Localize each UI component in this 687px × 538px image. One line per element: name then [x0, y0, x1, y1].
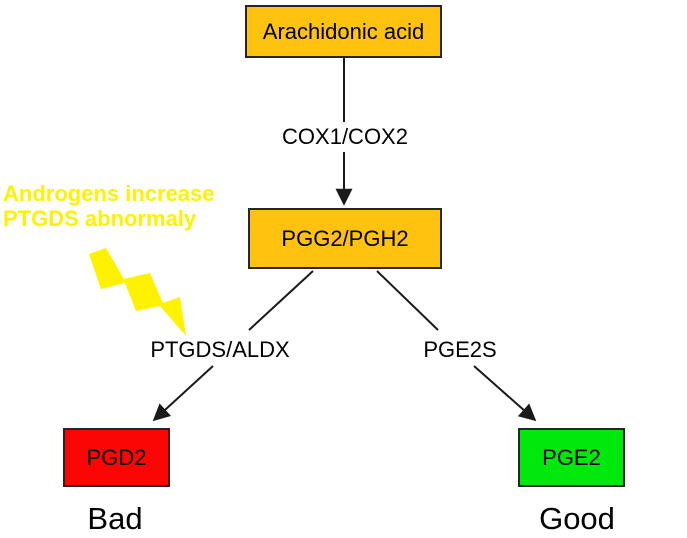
arrow-pge2s-to-pge2 — [473, 365, 537, 422]
node-pge2-label: PGE2 — [542, 444, 601, 470]
node-pge2: PGE2 — [518, 428, 625, 487]
annotation-androgens-line2: PTGDS abnormaly — [3, 206, 197, 231]
lightning-bolt-icon — [89, 248, 186, 336]
annotation-androgens: Androgens increase PTGDS abnormaly — [3, 181, 243, 231]
arrow-ptgds-to-pgd2 — [152, 365, 214, 422]
edge-label-cox1-cox2: COX1/COX2 — [255, 122, 435, 152]
line-pgg2-to-pge2s-label — [376, 270, 439, 331]
label-bad: Bad — [87, 501, 143, 536]
line-pgg2-to-ptgds-label — [248, 270, 314, 331]
edge-label-ptgds-aldx: PTGDS/ALDX — [150, 337, 290, 362]
node-pgd2-label: PGD2 — [86, 444, 147, 470]
node-pgg2-pgh2: PGG2/PGH2 — [248, 208, 442, 269]
node-arachidonic-acid-label: Arachidonic acid — [262, 18, 425, 44]
label-good: Good — [539, 501, 615, 536]
edge-label-pge2s: PGE2S — [423, 337, 497, 362]
annotation-androgens-line1: Androgens increase — [3, 181, 215, 206]
node-pgd2: PGD2 — [63, 428, 170, 487]
node-arachidonic-acid: Arachidonic acid — [245, 5, 442, 58]
node-pgg2-pgh2-label: PGG2/PGH2 — [281, 225, 409, 251]
